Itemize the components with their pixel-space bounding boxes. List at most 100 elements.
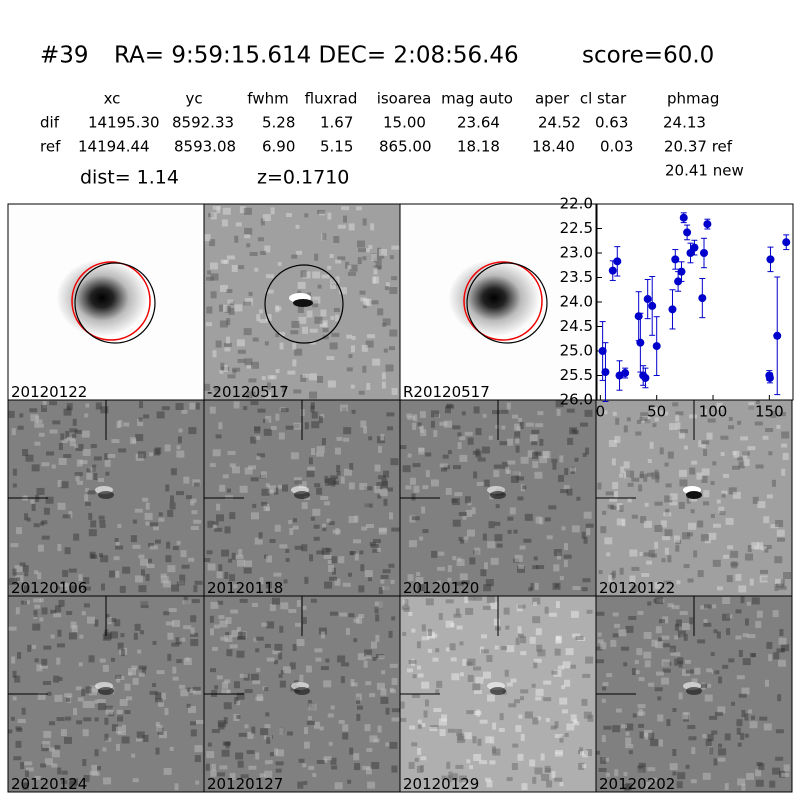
noise-speck	[406, 668, 413, 673]
noise-speck	[296, 599, 301, 607]
noise-speck	[370, 641, 377, 649]
noise-speck	[210, 769, 217, 777]
noise-speck	[569, 467, 576, 472]
noise-speck	[679, 429, 688, 434]
noise-speck	[97, 698, 106, 703]
noise-speck	[533, 556, 538, 561]
noise-speck	[41, 607, 48, 615]
noise-speck	[94, 619, 99, 627]
noise-speck	[263, 554, 268, 559]
noise-speck	[777, 537, 786, 542]
noise-speck	[239, 206, 246, 214]
noise-speck	[620, 466, 625, 474]
noise-speck	[21, 707, 26, 715]
noise-speck	[365, 654, 372, 659]
noise-speck	[99, 523, 106, 528]
noise-speck	[778, 637, 787, 645]
noise-speck	[632, 713, 637, 718]
noise-speck	[522, 485, 527, 490]
noise-speck	[603, 410, 608, 415]
noise-speck	[748, 709, 753, 714]
noise-speck	[477, 457, 486, 462]
noise-speck	[736, 675, 745, 680]
noise-speck	[435, 648, 440, 653]
noise-speck	[256, 694, 263, 702]
noise-speck	[11, 428, 16, 436]
noise-speck	[720, 435, 729, 440]
noise-speck	[79, 460, 88, 465]
noise-speck	[90, 444, 97, 449]
noise-speck	[176, 450, 185, 458]
noise-speck	[66, 611, 73, 616]
noise-speck	[108, 618, 117, 623]
noise-speck	[635, 670, 640, 675]
noise-speck	[457, 442, 462, 450]
noise-speck	[57, 502, 66, 510]
noise-speck	[293, 518, 298, 523]
noise-speck	[408, 540, 417, 548]
noise-speck	[744, 618, 749, 626]
noise-speck	[604, 537, 613, 545]
noise-speck	[425, 470, 430, 478]
noise-speck	[391, 717, 400, 722]
noise-speck	[658, 637, 663, 642]
noise-speck	[612, 612, 619, 617]
noise-speck	[515, 725, 522, 733]
noise-speck	[303, 780, 308, 785]
noise-speck	[311, 421, 320, 429]
noise-speck	[461, 580, 470, 585]
noise-speck	[516, 476, 525, 481]
noise-speck	[306, 470, 315, 478]
noise-speck	[279, 331, 286, 336]
noise-speck	[324, 581, 333, 589]
noise-speck	[528, 587, 533, 592]
noise-speck	[343, 468, 352, 476]
noise-speck	[731, 465, 740, 470]
noise-speck	[278, 673, 283, 678]
noise-speck	[83, 577, 90, 585]
noise-speck	[266, 621, 275, 629]
noise-speck	[22, 565, 29, 573]
noise-speck	[758, 763, 765, 771]
noise-speck	[376, 482, 383, 490]
noise-speck	[605, 491, 614, 496]
noise-speck	[687, 725, 696, 730]
noise-speck	[104, 733, 109, 741]
noise-speck	[391, 276, 398, 281]
noise-speck	[612, 482, 619, 490]
noise-speck	[33, 610, 38, 618]
noise-speck	[190, 498, 197, 503]
noise-speck	[467, 437, 474, 445]
noise-speck	[315, 452, 324, 457]
noise-speck	[131, 753, 136, 758]
table-cell: 0.63	[595, 114, 628, 132]
noise-speck	[81, 688, 86, 696]
noise-speck	[16, 527, 23, 535]
noise-speck	[486, 654, 493, 662]
noise-speck	[572, 586, 581, 591]
noise-speck	[297, 305, 304, 313]
noise-speck	[24, 513, 29, 521]
noise-speck	[34, 658, 39, 663]
noise-speck	[533, 601, 538, 606]
noise-speck	[545, 718, 550, 723]
noise-speck	[25, 454, 34, 462]
noise-speck	[218, 722, 225, 730]
noise-speck	[678, 501, 685, 509]
noise-speck	[43, 507, 50, 515]
noise-speck	[138, 417, 143, 422]
residual	[490, 491, 506, 499]
noise-speck	[442, 454, 449, 459]
noise-speck	[149, 690, 158, 695]
noise-speck	[452, 519, 461, 527]
noise-speck	[285, 558, 290, 563]
noise-speck	[292, 643, 297, 651]
noise-speck	[689, 497, 698, 502]
noise-speck	[105, 707, 114, 715]
noise-speck	[412, 463, 421, 468]
noise-speck	[189, 688, 196, 693]
noise-speck	[193, 690, 202, 695]
noise-speck	[519, 422, 524, 430]
noise-speck	[675, 414, 680, 422]
noise-speck	[313, 536, 320, 541]
